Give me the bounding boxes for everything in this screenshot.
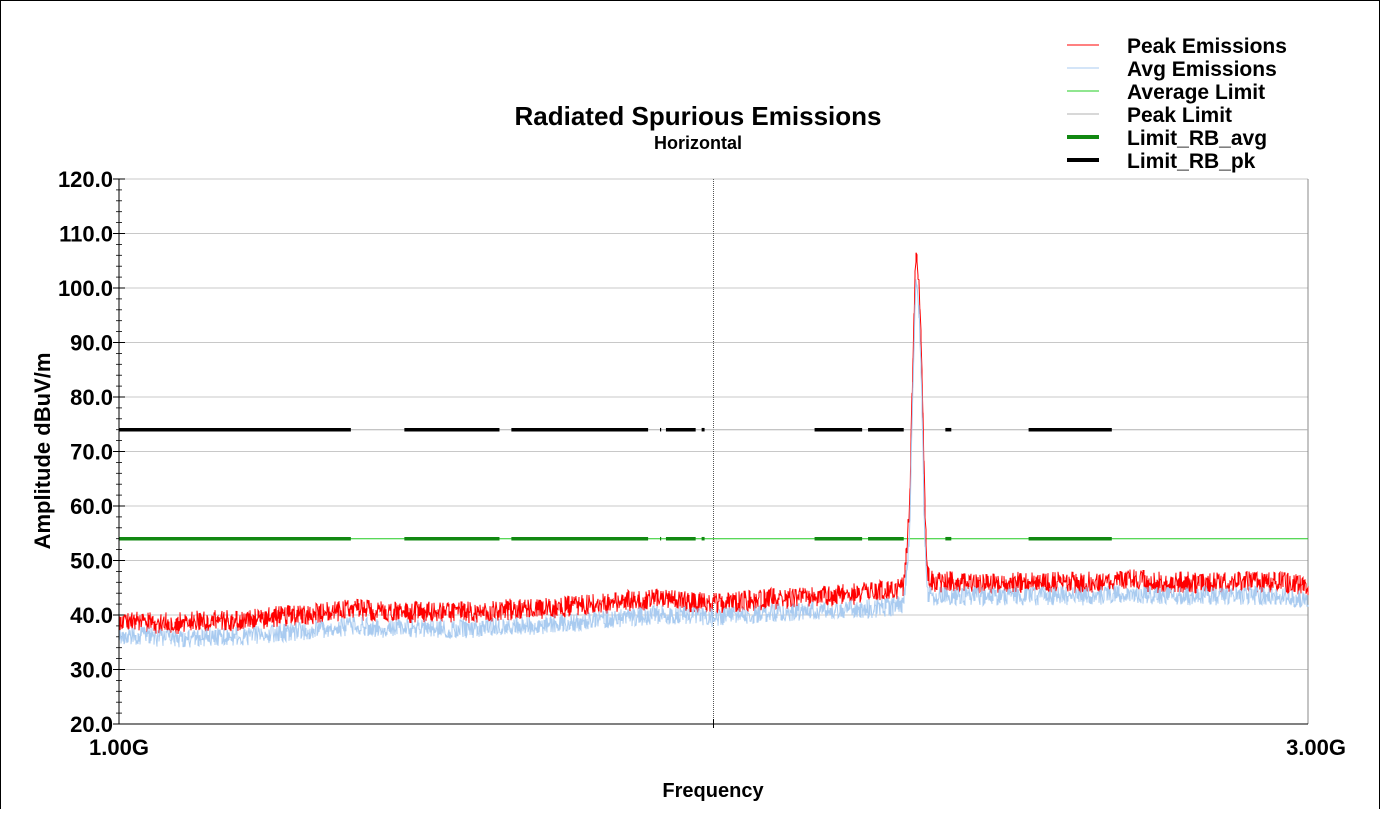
legend-entry: Limit_RB_pk <box>1067 150 1256 173</box>
legend-label: Avg Emissions <box>1127 58 1277 81</box>
x-tick-labels: 1.00G 3.00G <box>89 735 1346 760</box>
legend-entry: Avg Emissions <box>1067 58 1277 81</box>
y-tick-label: 120.0 <box>58 167 113 192</box>
y-tick-label: 60.0 <box>70 494 113 519</box>
legend-label: Peak Emissions <box>1127 35 1287 58</box>
legend-entry: Limit_RB_avg <box>1067 127 1267 150</box>
y-tick-labels: 20.0 30.0 40.0 50.0 60.0 70.0 80.0 90.0 100.0 110… <box>58 167 113 737</box>
chart-title: Radiated Spurious Emissions <box>515 101 882 131</box>
legend-label: Limit_RB_avg <box>1127 127 1267 150</box>
y-axis-label: Amplitude dBuV/m <box>30 353 55 550</box>
series-peak-emissions <box>118 252 1309 635</box>
y-tick-label: 50.0 <box>70 549 113 574</box>
y-tick-label: 100.0 <box>58 276 113 301</box>
y-tick-label: 80.0 <box>70 385 113 410</box>
legend-label: Average Limit <box>1127 81 1265 104</box>
x-axis-label: Frequency <box>662 780 764 802</box>
axes <box>118 179 1308 725</box>
legend-entry: Peak Emissions <box>1067 35 1287 58</box>
y-tick-label: 30.0 <box>70 658 113 683</box>
y-tick-label: 110.0 <box>59 222 113 247</box>
y-tick-label: 40.0 <box>70 603 113 628</box>
y-tick-label: 90.0 <box>70 331 113 356</box>
legend-label: Peak Limit <box>1127 104 1232 127</box>
chart-subtitle: Horizontal <box>654 133 742 153</box>
x-tick-label: 3.00G <box>1286 735 1346 760</box>
series-layer <box>118 252 1309 648</box>
y-tick-label: 70.0 <box>70 440 113 465</box>
legend-label: Limit_RB_pk <box>1127 150 1256 173</box>
series-avg-emissions <box>118 279 1309 648</box>
legend-entry: Peak Limit <box>1067 104 1232 127</box>
y-tick-label: 20.0 <box>70 712 113 737</box>
legend-entry: Average Limit <box>1067 81 1265 104</box>
x-tick-label: 1.00G <box>89 735 149 760</box>
